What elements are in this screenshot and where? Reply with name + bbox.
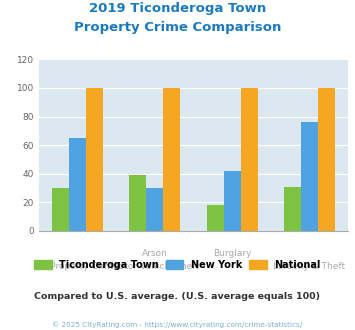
Text: Motor Vehicle Theft: Motor Vehicle Theft [111,262,199,271]
Bar [163,88,180,231]
Bar [129,175,146,231]
Bar [224,171,241,231]
Text: Burglary: Burglary [213,249,251,258]
Legend: Ticonderoga Town, New York, National: Ticonderoga Town, New York, National [30,256,325,274]
Text: © 2025 CityRating.com - https://www.cityrating.com/crime-statistics/: © 2025 CityRating.com - https://www.city… [53,322,302,328]
Bar [52,188,69,231]
Text: Arson: Arson [142,249,168,258]
Bar [301,122,318,231]
Text: 2019 Ticonderoga Town: 2019 Ticonderoga Town [89,2,266,15]
Text: Larceny & Theft: Larceny & Theft [273,262,345,271]
Bar [241,88,258,231]
Bar [207,205,224,231]
Bar [284,187,301,231]
Text: All Property Crime: All Property Crime [37,262,119,271]
Text: Compared to U.S. average. (U.S. average equals 100): Compared to U.S. average. (U.S. average … [34,292,321,301]
Bar [318,88,335,231]
Bar [146,188,163,231]
Text: Property Crime Comparison: Property Crime Comparison [74,21,281,34]
Bar [69,138,86,231]
Bar [86,88,103,231]
